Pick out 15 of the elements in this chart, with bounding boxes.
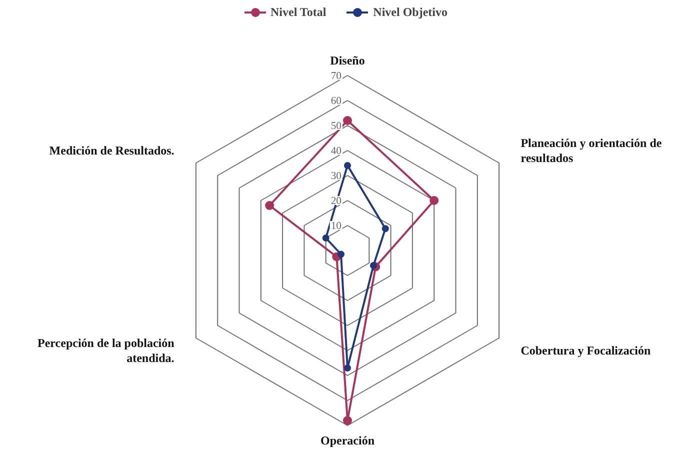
y-tick-label: 30 — [330, 171, 342, 182]
spoke-label: Operación — [320, 434, 375, 448]
y-tick-label: 60 — [330, 96, 342, 107]
spoke-label: Diseño — [330, 54, 365, 68]
spoke-label: Cobertura y Focalización — [520, 344, 652, 358]
y-tick-label: 40 — [330, 146, 342, 157]
y-tick-label: 20 — [330, 196, 342, 207]
y-tick-label: 70 — [330, 71, 342, 82]
legend-label: Nivel Objetivo — [373, 4, 448, 20]
legend-label: Nivel Total — [270, 4, 326, 20]
y-tick-label: 50 — [330, 121, 342, 132]
spoke-label: Medición de Resultados. — [49, 144, 174, 158]
spoke-label: Percepción de la población atendida. — [38, 336, 175, 366]
y-tick-label: 10 — [330, 221, 342, 232]
spoke-label: Planeación y orientación de resultados — [520, 136, 662, 166]
